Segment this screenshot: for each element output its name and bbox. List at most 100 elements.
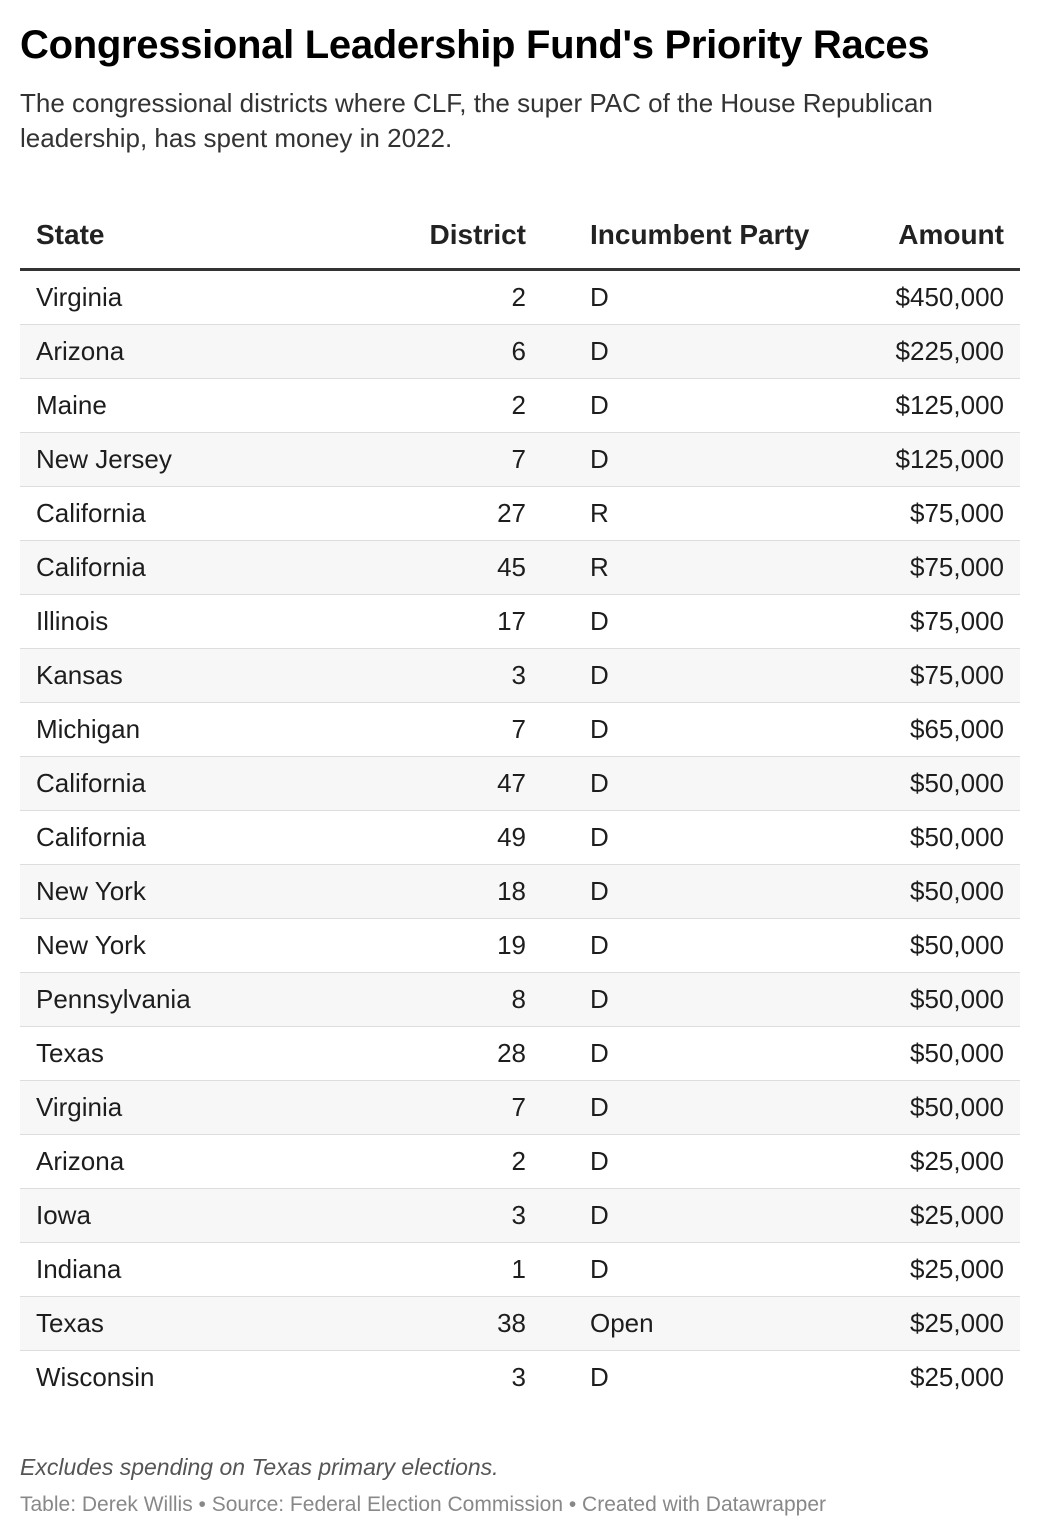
table-row: Virginia 7 D $50,000: [20, 1080, 1020, 1135]
cell-state: Iowa: [20, 1188, 262, 1243]
cell-district: 7: [262, 702, 542, 757]
table-row: Iowa 3 D $25,000: [20, 1188, 1020, 1243]
cell-incumbent-party: D: [542, 1242, 876, 1297]
cell-state: Arizona: [20, 324, 262, 379]
cell-incumbent-party: D: [590, 1362, 609, 1392]
cell-district: 45: [262, 540, 542, 595]
table-row: New Jersey 7 D $125,000: [20, 432, 1020, 487]
cell-amount: $75,000: [876, 594, 1020, 649]
cell-district: 7: [262, 432, 542, 487]
table-body: Virginia 2 D $450,000 Arizona 6 D $225,000 Maine…: [20, 269, 1020, 1405]
cell-amount: $450,000: [876, 269, 1020, 325]
cell-district: 27: [262, 486, 542, 541]
column-header-state[interactable]: State: [20, 202, 262, 271]
cell-incumbent-party: D: [542, 1026, 876, 1081]
cell-state: California: [20, 486, 262, 541]
cell-state: Texas: [20, 1296, 262, 1351]
table-row: Maine 2 D $125,000: [20, 378, 1020, 433]
cell-amount: $50,000: [876, 1026, 1020, 1081]
chart-subtitle: The congressional districts where CLF, t…: [20, 88, 933, 153]
cell-district: 2: [262, 378, 542, 433]
cell-incumbent-party: D: [542, 432, 876, 487]
cell-district: 17: [262, 594, 542, 649]
cell-state: Kansas: [20, 648, 262, 703]
cell-state: Michigan: [20, 702, 262, 757]
cell-incumbent-party: D: [542, 324, 876, 379]
cell-amount: $50,000: [876, 918, 1020, 973]
cell-state: California: [20, 756, 262, 811]
cell-incumbent-party: D: [542, 918, 876, 973]
column-header-incumbent-party[interactable]: Incumbent Party: [542, 202, 876, 271]
cell-incumbent-party: Open: [542, 1296, 876, 1351]
cell-state: Maine: [20, 378, 262, 433]
cell-incumbent-party: D: [542, 594, 876, 649]
cell-state: New York: [20, 918, 262, 973]
cell-incumbent-party: D: [542, 702, 876, 757]
cell-state: Virginia: [20, 269, 262, 325]
chart-source: Table: Derek Willis • Source: Federal El…: [20, 1493, 827, 1516]
table-row: Illinois 17 D $75,000: [20, 594, 1020, 649]
cell-amount: $25,000: [876, 1242, 1020, 1297]
table-row: Kansas 3 D $75,000: [20, 648, 1020, 703]
cell-district: 38: [262, 1296, 542, 1351]
table-row: Arizona 2 D $25,000: [20, 1134, 1020, 1189]
cell-state: Indiana: [20, 1242, 262, 1297]
table-row: California 49 D $50,000: [20, 810, 1020, 865]
cell-incumbent-party: D: [542, 810, 876, 865]
cell-incumbent-party: D: [542, 648, 876, 703]
cell-state: Texas: [20, 1026, 262, 1081]
table-header-row: State District Incumbent Party Amount: [20, 202, 1020, 271]
cell-amount: $25,000: [910, 1362, 1004, 1392]
cell-district: 2: [262, 269, 542, 325]
cell-incumbent-party: R: [542, 540, 876, 595]
cell-state: Pennsylvania: [20, 972, 262, 1027]
cell-district: 18: [262, 864, 542, 919]
table-row: Arizona 6 D $225,000: [20, 324, 1020, 379]
cell-amount: $50,000: [876, 864, 1020, 919]
table-row: California 27 R $75,000: [20, 486, 1020, 541]
table-row: California 45 R $75,000: [20, 540, 1020, 595]
cell-amount: $25,000: [876, 1296, 1020, 1351]
cell-amount: $25,000: [876, 1188, 1020, 1243]
cell-district: 7: [262, 1080, 542, 1135]
cell-state: Arizona: [20, 1134, 262, 1189]
cell-incumbent-party: D: [542, 756, 876, 811]
cell-district: 1: [262, 1242, 542, 1297]
cell-amount: $75,000: [876, 540, 1020, 595]
table-row: Michigan 7 D $65,000: [20, 702, 1020, 757]
cell-state: California: [20, 540, 262, 595]
cell-district: 3: [262, 1188, 542, 1243]
cell-state: Illinois: [20, 594, 262, 649]
column-header-district[interactable]: District: [262, 202, 542, 271]
cell-district: 3: [511, 1362, 526, 1392]
cell-incumbent-party: D: [542, 1080, 876, 1135]
table-row: Texas 28 D $50,000: [20, 1026, 1020, 1081]
cell-amount: $125,000: [876, 378, 1020, 433]
cell-district: 19: [262, 918, 542, 973]
data-table: State District Incumbent Party Amount Vi…: [20, 202, 1020, 1404]
table-row: Pennsylvania 8 D $50,000: [20, 972, 1020, 1027]
cell-incumbent-party: D: [542, 972, 876, 1027]
table-row: Virginia 2 D $450,000: [20, 269, 1020, 325]
cell-district: 2: [262, 1134, 542, 1189]
cell-amount: $75,000: [876, 486, 1020, 541]
cell-district: 6: [262, 324, 542, 379]
table-row: Texas 38 Open $25,000: [20, 1296, 1020, 1351]
cell-amount: $50,000: [876, 972, 1020, 1027]
cell-district: 8: [262, 972, 542, 1027]
table-row: Wisconsin 3 D $25,000: [20, 1351, 1020, 1405]
cell-amount: $65,000: [876, 702, 1020, 757]
column-header-amount[interactable]: Amount: [876, 202, 1020, 271]
cell-incumbent-party: D: [542, 1188, 876, 1243]
cell-state: New York: [20, 864, 262, 919]
cell-incumbent-party: R: [542, 486, 876, 541]
cell-district: 28: [262, 1026, 542, 1081]
cell-amount: $50,000: [876, 1080, 1020, 1135]
cell-district: 47: [262, 756, 542, 811]
cell-incumbent-party: D: [542, 269, 876, 325]
cell-district: 49: [262, 810, 542, 865]
chart-title: Congressional Leadership Fund's Priority…: [20, 23, 930, 67]
cell-state: Wisconsin: [36, 1362, 155, 1392]
table-row: New York 18 D $50,000: [20, 864, 1020, 919]
